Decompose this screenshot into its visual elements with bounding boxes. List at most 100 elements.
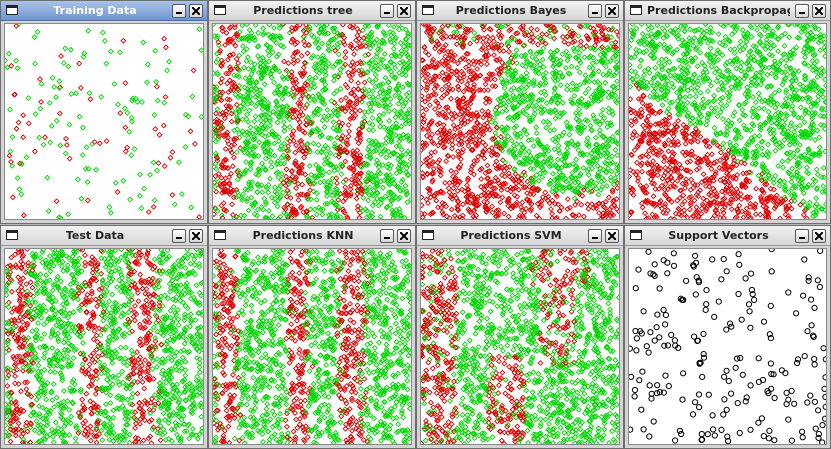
class-a-point (527, 118, 533, 125)
class-a-point (267, 115, 274, 122)
titlebar[interactable]: Training Data (1, 1, 207, 21)
class-a-point (581, 79, 588, 86)
class-a-point (629, 43, 633, 50)
class-a-point (592, 134, 599, 141)
class-a-point (218, 212, 225, 219)
class-a-point (536, 82, 543, 89)
class-b-point (355, 86, 362, 93)
class-b-point (681, 207, 688, 214)
class-a-point (796, 159, 803, 166)
class-a-point (127, 196, 134, 203)
close-button[interactable] (189, 4, 203, 18)
class-a-point (249, 179, 256, 185)
class-a-point (213, 126, 218, 133)
class-a-point (304, 101, 310, 108)
class-a-point (576, 82, 583, 88)
class-a-point (514, 77, 521, 84)
class-b-point (602, 198, 609, 205)
titlebar[interactable]: Predictions Bayes (417, 1, 623, 21)
class-a-point (388, 72, 395, 79)
class-a-point (523, 84, 530, 91)
class-a-point (586, 64, 593, 71)
class-a-point (112, 179, 119, 186)
class-b-point (223, 102, 230, 109)
minimize-button[interactable] (795, 4, 809, 18)
class-b-point (350, 103, 357, 110)
window-predictions-backpropagation[interactable]: Predictions Backpropaga (624, 0, 831, 224)
class-a-point (404, 199, 411, 206)
close-button[interactable] (605, 4, 619, 18)
class-a-point (597, 165, 604, 172)
class-b-point (489, 83, 496, 90)
class-a-point (802, 76, 809, 83)
class-a-point (678, 24, 684, 30)
titlebar[interactable]: Predictions Backpropaga (625, 1, 830, 21)
close-button[interactable] (812, 4, 826, 18)
window-predictions-bayes[interactable]: Predictions Bayes (416, 0, 624, 224)
class-a-point (238, 195, 245, 202)
class-b-point (341, 146, 348, 153)
class-b-point (734, 193, 741, 200)
class-a-point (765, 150, 772, 157)
class-b-point (576, 212, 582, 219)
class-a-point (383, 104, 390, 111)
window-icon[interactable] (422, 5, 434, 15)
class-a-point (751, 108, 758, 115)
class-b-point (468, 116, 475, 122)
class-a-point (51, 83, 58, 90)
class-b-point (228, 142, 235, 149)
class-b-point (661, 153, 668, 160)
class-b-point (223, 188, 230, 195)
minimize-button[interactable] (172, 4, 186, 18)
class-a-point (803, 164, 810, 171)
class-b-point (122, 124, 129, 131)
class-a-point (575, 147, 582, 154)
minimize-button[interactable] (588, 4, 602, 18)
class-b-point (432, 91, 439, 98)
class-a-point (47, 139, 54, 146)
class-b-point (497, 199, 504, 206)
class-a-point (610, 181, 617, 188)
class-a-point (276, 91, 283, 98)
class-b-point (354, 32, 361, 39)
class-a-point (396, 209, 403, 216)
class-b-point (442, 179, 449, 186)
class-b-point (451, 180, 458, 187)
class-b-point (684, 214, 691, 219)
window-icon[interactable] (6, 5, 18, 15)
window-training-data[interactable]: Training Data (0, 0, 208, 224)
class-a-point (603, 154, 610, 161)
class-a-point (74, 176, 81, 183)
class-b-point (493, 44, 500, 50)
window-icon[interactable] (630, 5, 642, 15)
class-b-point (513, 30, 519, 37)
class-b-point (227, 147, 234, 154)
class-a-point (213, 32, 218, 39)
class-a-point (239, 24, 246, 29)
class-a-point (545, 108, 552, 115)
class-a-point (365, 169, 372, 176)
class-b-point (762, 205, 769, 211)
close-button[interactable] (397, 4, 411, 18)
class-b-point (485, 168, 492, 175)
class-b-point (9, 194, 16, 201)
class-a-point (327, 37, 334, 44)
class-a-point (332, 185, 339, 192)
window-icon[interactable] (214, 5, 226, 15)
class-a-point (240, 93, 247, 100)
class-b-point (221, 115, 228, 122)
class-b-point (344, 84, 351, 91)
class-a-point (765, 141, 771, 148)
class-b-point (604, 208, 611, 215)
class-a-point (526, 148, 532, 155)
window-predictions-tree[interactable]: Predictions tree (208, 0, 416, 224)
class-b-point (288, 24, 295, 31)
class-a-point (800, 49, 807, 56)
class-a-point (754, 148, 760, 155)
titlebar[interactable]: Predictions tree (209, 1, 415, 21)
class-b-point (650, 158, 657, 165)
class-b-point (91, 139, 98, 146)
minimize-button[interactable] (380, 4, 394, 18)
class-a-point (607, 177, 614, 184)
class-a-point (713, 65, 720, 72)
